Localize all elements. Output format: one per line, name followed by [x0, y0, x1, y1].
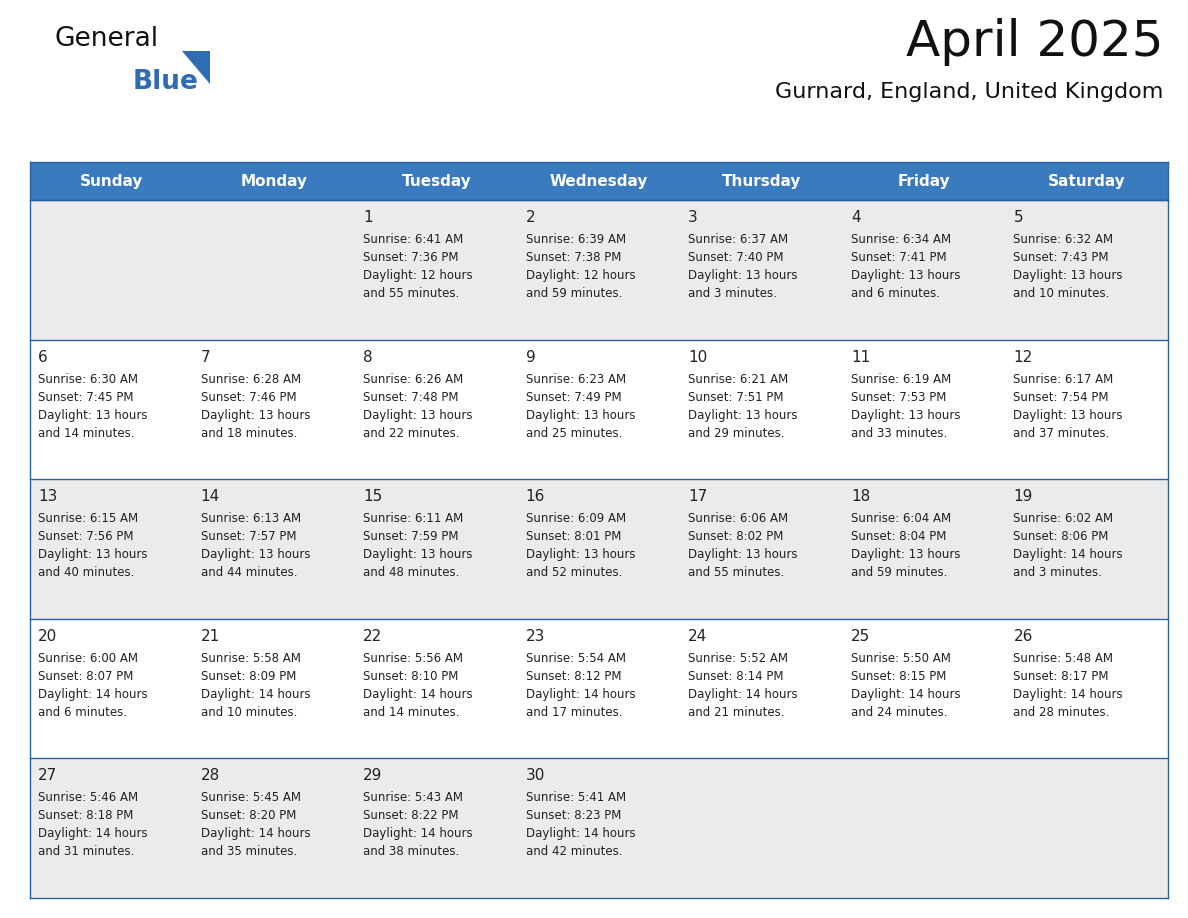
Bar: [30, 479, 1168, 619]
Text: Sunrise: 5:54 AM
Sunset: 8:12 PM
Daylight: 14 hours
and 17 minutes.: Sunrise: 5:54 AM Sunset: 8:12 PM Dayligh…: [526, 652, 636, 719]
Text: Sunrise: 6:23 AM
Sunset: 7:49 PM
Daylight: 13 hours
and 25 minutes.: Sunrise: 6:23 AM Sunset: 7:49 PM Dayligh…: [526, 373, 636, 440]
Text: Sunday: Sunday: [80, 174, 143, 188]
Text: Sunrise: 5:58 AM
Sunset: 8:09 PM
Daylight: 14 hours
and 10 minutes.: Sunrise: 5:58 AM Sunset: 8:09 PM Dayligh…: [201, 652, 310, 719]
Text: Sunrise: 6:15 AM
Sunset: 7:56 PM
Daylight: 13 hours
and 40 minutes.: Sunrise: 6:15 AM Sunset: 7:56 PM Dayligh…: [38, 512, 147, 579]
Text: Sunrise: 6:34 AM
Sunset: 7:41 PM
Daylight: 13 hours
and 6 minutes.: Sunrise: 6:34 AM Sunset: 7:41 PM Dayligh…: [851, 233, 960, 300]
Text: Sunrise: 5:50 AM
Sunset: 8:15 PM
Daylight: 14 hours
and 24 minutes.: Sunrise: 5:50 AM Sunset: 8:15 PM Dayligh…: [851, 652, 960, 719]
Text: 8: 8: [364, 350, 373, 364]
Bar: [30, 619, 1168, 758]
Text: Tuesday: Tuesday: [402, 174, 472, 188]
Text: Wednesday: Wednesday: [550, 174, 649, 188]
Polygon shape: [182, 51, 210, 84]
Text: Monday: Monday: [240, 174, 308, 188]
Text: 12: 12: [1013, 350, 1032, 364]
Text: 1: 1: [364, 210, 373, 225]
Text: Sunrise: 6:04 AM
Sunset: 8:04 PM
Daylight: 13 hours
and 59 minutes.: Sunrise: 6:04 AM Sunset: 8:04 PM Dayligh…: [851, 512, 960, 579]
Text: Sunrise: 6:28 AM
Sunset: 7:46 PM
Daylight: 13 hours
and 18 minutes.: Sunrise: 6:28 AM Sunset: 7:46 PM Dayligh…: [201, 373, 310, 440]
Text: 23: 23: [526, 629, 545, 644]
Text: Sunrise: 6:19 AM
Sunset: 7:53 PM
Daylight: 13 hours
and 33 minutes.: Sunrise: 6:19 AM Sunset: 7:53 PM Dayligh…: [851, 373, 960, 440]
Text: Sunrise: 6:02 AM
Sunset: 8:06 PM
Daylight: 14 hours
and 3 minutes.: Sunrise: 6:02 AM Sunset: 8:06 PM Dayligh…: [1013, 512, 1123, 579]
Text: 10: 10: [688, 350, 708, 364]
Text: Sunrise: 5:46 AM
Sunset: 8:18 PM
Daylight: 14 hours
and 31 minutes.: Sunrise: 5:46 AM Sunset: 8:18 PM Dayligh…: [38, 791, 147, 858]
Text: 4: 4: [851, 210, 860, 225]
Text: 24: 24: [688, 629, 708, 644]
Text: 27: 27: [38, 768, 57, 783]
Text: 15: 15: [364, 489, 383, 504]
Text: Sunrise: 5:48 AM
Sunset: 8:17 PM
Daylight: 14 hours
and 28 minutes.: Sunrise: 5:48 AM Sunset: 8:17 PM Dayligh…: [1013, 652, 1123, 719]
Text: Thursday: Thursday: [722, 174, 801, 188]
Text: 6: 6: [38, 350, 48, 364]
Text: 9: 9: [526, 350, 536, 364]
Text: Gurnard, England, United Kingdom: Gurnard, England, United Kingdom: [775, 82, 1163, 102]
Text: Sunrise: 6:11 AM
Sunset: 7:59 PM
Daylight: 13 hours
and 48 minutes.: Sunrise: 6:11 AM Sunset: 7:59 PM Dayligh…: [364, 512, 473, 579]
Text: Sunrise: 6:41 AM
Sunset: 7:36 PM
Daylight: 12 hours
and 55 minutes.: Sunrise: 6:41 AM Sunset: 7:36 PM Dayligh…: [364, 233, 473, 300]
Text: April 2025: April 2025: [905, 18, 1163, 66]
Text: 18: 18: [851, 489, 870, 504]
Text: 7: 7: [201, 350, 210, 364]
Text: 14: 14: [201, 489, 220, 504]
Text: Sunrise: 6:17 AM
Sunset: 7:54 PM
Daylight: 13 hours
and 37 minutes.: Sunrise: 6:17 AM Sunset: 7:54 PM Dayligh…: [1013, 373, 1123, 440]
Text: Sunrise: 6:00 AM
Sunset: 8:07 PM
Daylight: 14 hours
and 6 minutes.: Sunrise: 6:00 AM Sunset: 8:07 PM Dayligh…: [38, 652, 147, 719]
Text: Sunrise: 6:30 AM
Sunset: 7:45 PM
Daylight: 13 hours
and 14 minutes.: Sunrise: 6:30 AM Sunset: 7:45 PM Dayligh…: [38, 373, 147, 440]
Text: Blue: Blue: [133, 69, 198, 95]
Text: Sunrise: 6:32 AM
Sunset: 7:43 PM
Daylight: 13 hours
and 10 minutes.: Sunrise: 6:32 AM Sunset: 7:43 PM Dayligh…: [1013, 233, 1123, 300]
Text: Sunrise: 5:56 AM
Sunset: 8:10 PM
Daylight: 14 hours
and 14 minutes.: Sunrise: 5:56 AM Sunset: 8:10 PM Dayligh…: [364, 652, 473, 719]
Text: 21: 21: [201, 629, 220, 644]
Text: Saturday: Saturday: [1048, 174, 1125, 188]
Text: Sunrise: 6:39 AM
Sunset: 7:38 PM
Daylight: 12 hours
and 59 minutes.: Sunrise: 6:39 AM Sunset: 7:38 PM Dayligh…: [526, 233, 636, 300]
Text: 30: 30: [526, 768, 545, 783]
Text: Sunrise: 6:26 AM
Sunset: 7:48 PM
Daylight: 13 hours
and 22 minutes.: Sunrise: 6:26 AM Sunset: 7:48 PM Dayligh…: [364, 373, 473, 440]
Text: 28: 28: [201, 768, 220, 783]
Text: Sunrise: 6:21 AM
Sunset: 7:51 PM
Daylight: 13 hours
and 29 minutes.: Sunrise: 6:21 AM Sunset: 7:51 PM Dayligh…: [688, 373, 798, 440]
Text: 25: 25: [851, 629, 870, 644]
Text: Sunrise: 6:09 AM
Sunset: 8:01 PM
Daylight: 13 hours
and 52 minutes.: Sunrise: 6:09 AM Sunset: 8:01 PM Dayligh…: [526, 512, 636, 579]
Text: Sunrise: 6:06 AM
Sunset: 8:02 PM
Daylight: 13 hours
and 55 minutes.: Sunrise: 6:06 AM Sunset: 8:02 PM Dayligh…: [688, 512, 798, 579]
Text: 11: 11: [851, 350, 870, 364]
Text: Sunrise: 5:43 AM
Sunset: 8:22 PM
Daylight: 14 hours
and 38 minutes.: Sunrise: 5:43 AM Sunset: 8:22 PM Dayligh…: [364, 791, 473, 858]
Text: 5: 5: [1013, 210, 1023, 225]
Text: 2: 2: [526, 210, 536, 225]
Text: General: General: [55, 26, 159, 52]
Text: Sunrise: 5:41 AM
Sunset: 8:23 PM
Daylight: 14 hours
and 42 minutes.: Sunrise: 5:41 AM Sunset: 8:23 PM Dayligh…: [526, 791, 636, 858]
Text: 17: 17: [688, 489, 708, 504]
Text: 22: 22: [364, 629, 383, 644]
Bar: [30, 200, 1168, 340]
Text: 13: 13: [38, 489, 57, 504]
Text: 19: 19: [1013, 489, 1032, 504]
Text: 26: 26: [1013, 629, 1032, 644]
Bar: [30, 758, 1168, 898]
Text: Sunrise: 6:37 AM
Sunset: 7:40 PM
Daylight: 13 hours
and 3 minutes.: Sunrise: 6:37 AM Sunset: 7:40 PM Dayligh…: [688, 233, 798, 300]
Text: Sunrise: 5:45 AM
Sunset: 8:20 PM
Daylight: 14 hours
and 35 minutes.: Sunrise: 5:45 AM Sunset: 8:20 PM Dayligh…: [201, 791, 310, 858]
Bar: [30, 162, 1168, 200]
Text: 16: 16: [526, 489, 545, 504]
Bar: [30, 340, 1168, 479]
Text: 20: 20: [38, 629, 57, 644]
Text: Sunrise: 5:52 AM
Sunset: 8:14 PM
Daylight: 14 hours
and 21 minutes.: Sunrise: 5:52 AM Sunset: 8:14 PM Dayligh…: [688, 652, 798, 719]
Text: 3: 3: [688, 210, 699, 225]
Text: 29: 29: [364, 768, 383, 783]
Text: Friday: Friday: [898, 174, 950, 188]
Text: Sunrise: 6:13 AM
Sunset: 7:57 PM
Daylight: 13 hours
and 44 minutes.: Sunrise: 6:13 AM Sunset: 7:57 PM Dayligh…: [201, 512, 310, 579]
